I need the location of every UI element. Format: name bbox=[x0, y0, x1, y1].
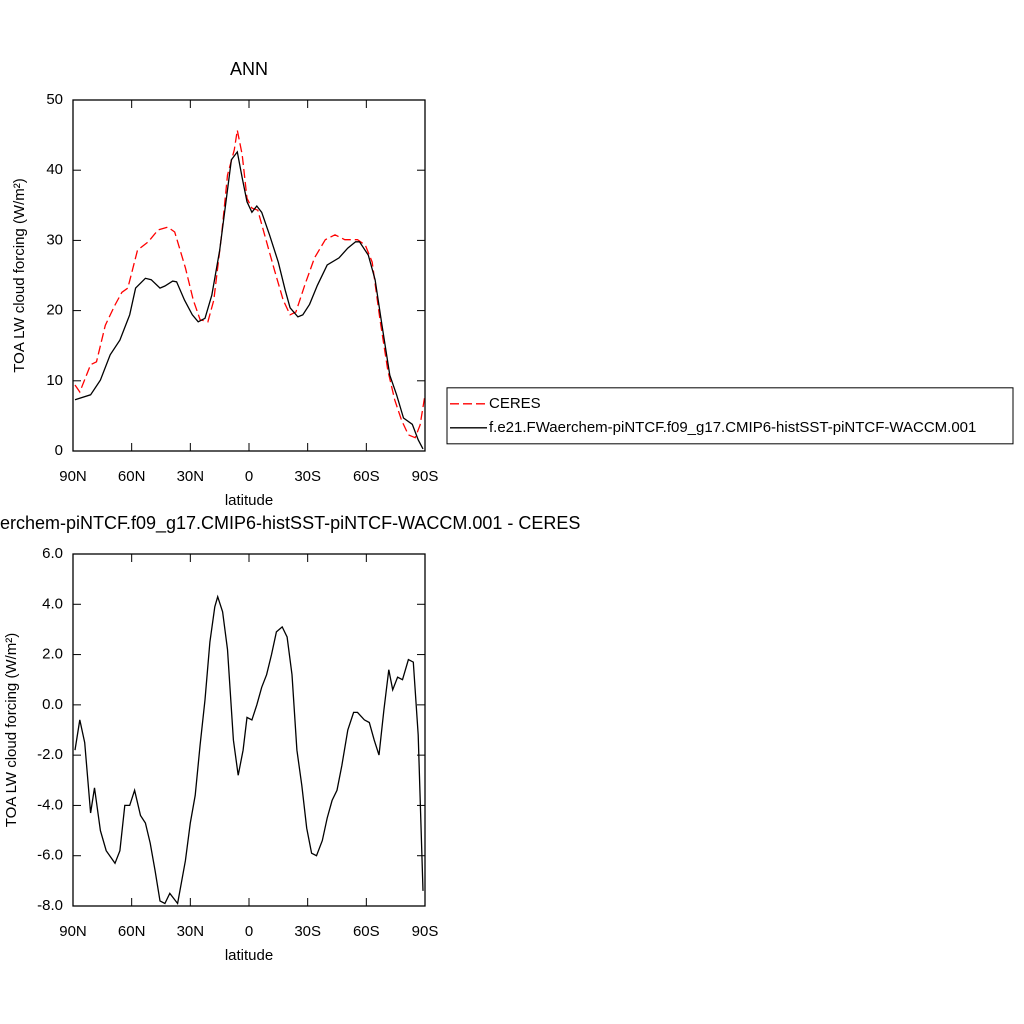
data-line bbox=[74, 130, 426, 439]
y-axis-label: TOA LW cloud forcing (W/m²) bbox=[3, 633, 20, 827]
plot-frame bbox=[72, 99, 426, 452]
y-tick-label: 10 bbox=[46, 372, 63, 389]
data-line bbox=[74, 150, 424, 450]
y-tick-label: 20 bbox=[46, 302, 63, 319]
y-tick-label: 6.0 bbox=[42, 545, 63, 562]
x-tick-label: 60S bbox=[353, 923, 380, 940]
x-axis-label: latitude bbox=[225, 947, 273, 964]
y-tick-label: -4.0 bbox=[37, 796, 63, 813]
y-tick-label: -6.0 bbox=[37, 847, 63, 864]
y-tick-label: 4.0 bbox=[42, 595, 63, 612]
y-tick-label: 0.0 bbox=[42, 696, 63, 713]
x-tick-label: 30N bbox=[177, 468, 205, 485]
x-axis-label: latitude bbox=[225, 492, 273, 509]
legend-label: CERES bbox=[489, 395, 541, 412]
chart-title: ANN bbox=[230, 59, 268, 79]
y-tick-label: 50 bbox=[46, 91, 63, 108]
legend-label: f.e21.FWaerchem-piNTCF.f09_g17.CMIP6-his… bbox=[489, 419, 976, 436]
y-axis-label: TOA LW cloud forcing (W/m²) bbox=[11, 178, 28, 372]
x-tick-label: 0 bbox=[245, 468, 253, 485]
x-tick-label: 60N bbox=[118, 468, 146, 485]
x-tick-label: 90N bbox=[59, 923, 87, 940]
x-tick-label: 60S bbox=[353, 468, 380, 485]
plot-frame bbox=[72, 553, 426, 907]
x-tick-label: 90N bbox=[59, 468, 87, 485]
y-tick-label: 2.0 bbox=[42, 646, 63, 663]
y-tick-label: 30 bbox=[46, 231, 63, 248]
chart-title: f.e21.FWaerchem-piNTCF.f09_g17.CMIP6-his… bbox=[0, 513, 580, 534]
x-tick-label: 90S bbox=[412, 468, 439, 485]
data-line bbox=[74, 594, 424, 906]
x-tick-label: 30S bbox=[294, 923, 321, 940]
y-tick-label: -8.0 bbox=[37, 897, 63, 914]
x-tick-label: 60N bbox=[118, 923, 146, 940]
y-tick-label: 0 bbox=[55, 442, 63, 459]
x-tick-label: 30S bbox=[294, 468, 321, 485]
legend-box bbox=[446, 387, 1014, 445]
x-tick-label: 0 bbox=[245, 923, 253, 940]
x-tick-label: 30N bbox=[177, 923, 205, 940]
y-tick-label: 40 bbox=[46, 161, 63, 178]
y-tick-label: -2.0 bbox=[37, 746, 63, 763]
x-tick-label: 90S bbox=[412, 923, 439, 940]
